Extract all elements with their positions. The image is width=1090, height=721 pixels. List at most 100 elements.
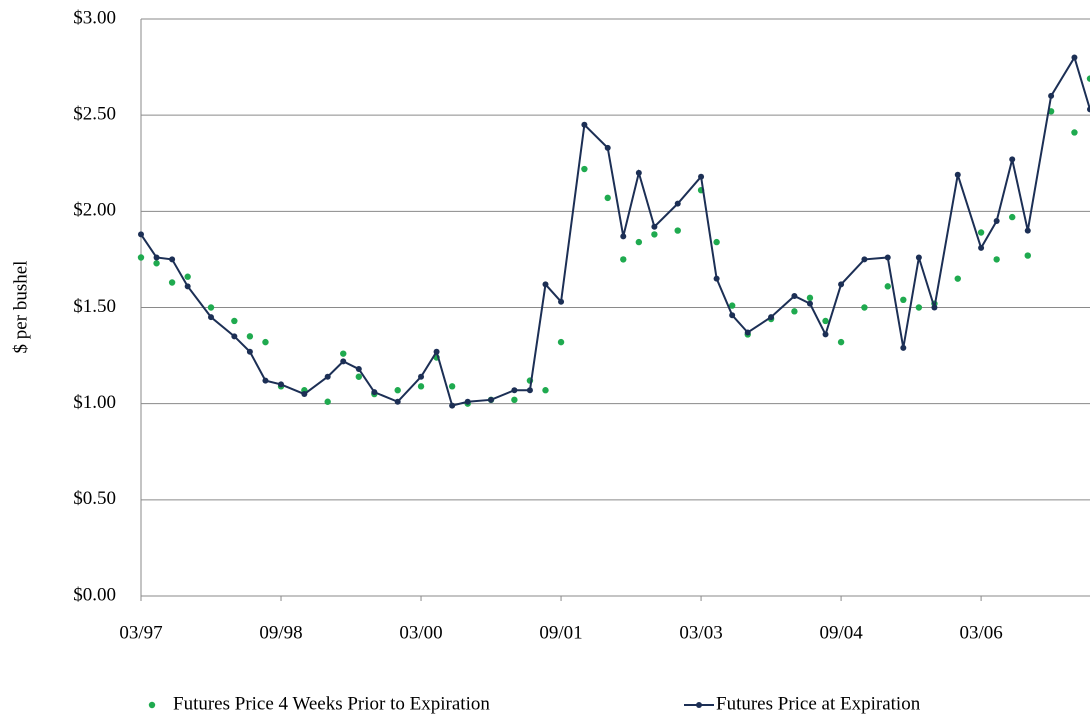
point (418, 373, 425, 380)
point (635, 238, 643, 246)
point (542, 387, 549, 394)
point (262, 377, 269, 384)
point (542, 281, 549, 288)
point (208, 314, 215, 321)
point (931, 304, 938, 311)
point (978, 244, 985, 251)
point (581, 121, 588, 128)
point (511, 387, 518, 394)
point (433, 348, 440, 355)
point (488, 396, 495, 403)
point (674, 200, 681, 207)
point (417, 383, 425, 390)
point (231, 317, 238, 325)
point (137, 254, 145, 261)
point (900, 344, 907, 351)
point (861, 304, 868, 311)
point (768, 314, 775, 321)
point (915, 304, 923, 311)
point (246, 348, 253, 355)
point (635, 169, 642, 176)
point (153, 254, 160, 261)
x-tick-label: 03/97 (119, 622, 162, 643)
point (954, 171, 961, 178)
point (246, 333, 254, 340)
point (604, 194, 611, 202)
point (729, 312, 736, 319)
point (138, 231, 144, 238)
y-tick-label: $2.50 (73, 104, 116, 125)
point (511, 396, 518, 404)
point (278, 381, 285, 388)
point (1009, 156, 1016, 163)
point (1048, 92, 1055, 99)
point (861, 256, 868, 263)
point (993, 217, 1000, 224)
legend-label: Futures Price 4 Weeks Prior to Expiratio… (173, 693, 490, 714)
point (1071, 129, 1078, 136)
point (184, 283, 191, 290)
point (791, 292, 798, 299)
point (884, 254, 891, 261)
point (301, 391, 308, 398)
point (744, 329, 751, 336)
point (557, 338, 565, 346)
point (449, 402, 456, 409)
point (651, 223, 658, 230)
point (620, 233, 627, 240)
y-tick-label: $2.00 (73, 200, 116, 221)
x-tick-label: 03/00 (399, 622, 442, 643)
point (993, 256, 1000, 263)
y-tick-label: $0.00 (73, 584, 116, 605)
point (355, 373, 363, 380)
point (355, 366, 362, 373)
y-axis-label: $ per bushel (10, 261, 31, 354)
point (620, 256, 627, 263)
point (231, 333, 238, 340)
legend-marker (148, 701, 156, 709)
point (324, 398, 331, 405)
point (1024, 227, 1031, 234)
point (900, 296, 907, 304)
point (262, 338, 269, 346)
point (581, 165, 588, 173)
point (604, 144, 611, 151)
point (1087, 106, 1090, 113)
point (169, 256, 176, 263)
series-line (140, 55, 1090, 407)
point (153, 260, 160, 267)
point (674, 227, 681, 234)
point (371, 389, 378, 396)
point (651, 231, 658, 238)
point (838, 281, 845, 288)
x-tick-label: 03/03 (679, 622, 722, 643)
point (394, 387, 401, 394)
point (915, 254, 922, 261)
point (324, 373, 331, 380)
point (1086, 75, 1090, 82)
point (184, 273, 191, 280)
point (791, 308, 798, 315)
y-tick-label: $3.00 (73, 7, 116, 28)
point (394, 398, 401, 405)
point (713, 238, 720, 246)
point (698, 173, 705, 180)
point (822, 317, 829, 325)
point (1009, 213, 1016, 221)
point (806, 294, 814, 302)
legend-marker (696, 702, 702, 708)
x-tick-label: 09/98 (259, 622, 302, 643)
point (448, 383, 456, 390)
x-tick-label: 09/04 (819, 622, 863, 643)
point (837, 338, 845, 346)
x-tick-label: 09/01 (539, 622, 582, 643)
point (168, 279, 176, 286)
point (806, 300, 813, 307)
point (884, 283, 891, 290)
point (526, 387, 533, 394)
y-tick-label: $1.00 (73, 392, 116, 413)
y-tick-label: $0.50 (73, 488, 116, 509)
point (558, 298, 565, 305)
point (977, 229, 985, 236)
